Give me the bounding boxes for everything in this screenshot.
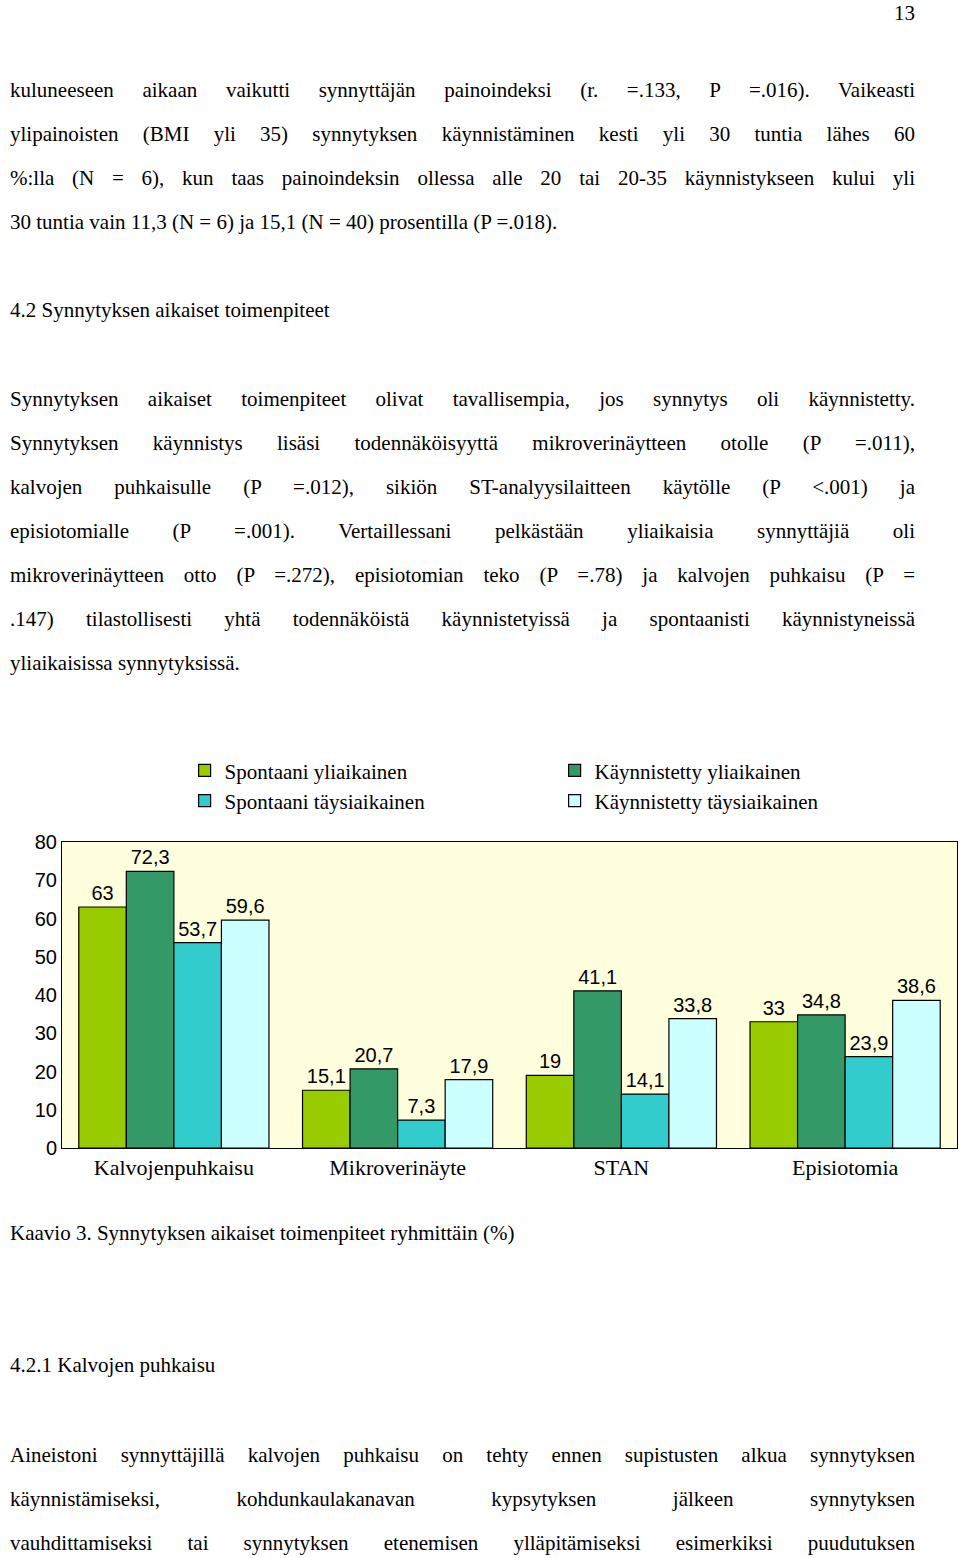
svg-text:14,1: 14,1 <box>626 1069 665 1091</box>
svg-text:59,6: 59,6 <box>226 895 265 917</box>
svg-text:10: 10 <box>35 1099 57 1121</box>
svg-text:Kalvojenpuhkaisu: Kalvojenpuhkaisu <box>94 1155 254 1180</box>
html-text:Synnytyksen käynnistys lisäsi: Synnytyksen käynnistys lisäsi todennäköi… <box>10 431 915 455</box>
svg-text:Spontaani yliaikainen: Spontaani yliaikainen <box>225 760 408 784</box>
html-text:4.2.1 Kalvojen puhkaisu: 4.2.1 Kalvojen puhkaisu <box>10 1353 216 1377</box>
html-text:4.2 Synnytyksen aikaiset toime: 4.2 Synnytyksen aikaiset toimenpiteet <box>10 298 330 322</box>
svg-text:33: 33 <box>763 997 785 1019</box>
svg-text:33,8: 33,8 <box>673 994 712 1016</box>
svg-text:40: 40 <box>35 984 57 1006</box>
html-text:episiotomialle (P =.001). Vert: episiotomialle (P =.001). Vertaillessani… <box>10 519 915 543</box>
svg-text:60: 60 <box>35 908 57 930</box>
html-text:mikroverinäytteen otto (P =.27: mikroverinäytteen otto (P =.272), episio… <box>10 563 915 587</box>
svg-text:19: 19 <box>539 1050 561 1072</box>
svg-text:Käynnistetty täysiaikainen: Käynnistetty täysiaikainen <box>595 790 819 814</box>
html-text:.147) tilastollisesti yhtä tod: .147) tilastollisesti yhtä todennäköistä… <box>10 607 915 631</box>
html-text:kalvojen puhkaisulle (P =.012): kalvojen puhkaisulle (P =.012), sikiön S… <box>10 475 915 499</box>
svg-text:53,7: 53,7 <box>178 918 217 940</box>
svg-text:70: 70 <box>35 869 57 891</box>
svg-text:17,9: 17,9 <box>449 1055 488 1077</box>
html-text:Aineistoni synnyttäjillä kalvo: Aineistoni synnyttäjillä kalvojen puhkai… <box>10 1443 915 1467</box>
html-text:käynnistämiseksi, kohdunkaulak: käynnistämiseksi, kohdunkaulakanavan kyp… <box>10 1487 915 1511</box>
html-text:ylipainoisten (BMI yli 35) syn: ylipainoisten (BMI yli 35) synnytyksen k… <box>10 122 915 146</box>
html-text:Kaavio 3. Synnytyksen aikaiset: Kaavio 3. Synnytyksen aikaiset toimenpit… <box>10 1221 515 1245</box>
svg-text:72,3: 72,3 <box>131 846 170 868</box>
svg-text:20: 20 <box>35 1061 57 1083</box>
html-text:yliaikaisissa synnytyksissä.: yliaikaisissa synnytyksissä. <box>10 651 240 675</box>
svg-text:Episiotomia: Episiotomia <box>792 1155 899 1180</box>
svg-text:50: 50 <box>35 946 57 968</box>
html-text:30 tuntia vain 11,3 (N = 6) ja: 30 tuntia vain 11,3 (N = 6) ja 15,1 (N =… <box>10 210 558 234</box>
svg-text:30: 30 <box>35 1022 57 1044</box>
svg-text:0: 0 <box>46 1137 57 1159</box>
svg-text:15,1: 15,1 <box>307 1065 346 1087</box>
html-text:vauhdittamiseksi tai synnytyks: vauhdittamiseksi tai synnytyksen etenemi… <box>10 1531 915 1555</box>
svg-text:34,8: 34,8 <box>802 990 841 1012</box>
svg-text:Mikroverinäyte: Mikroverinäyte <box>329 1155 466 1180</box>
svg-text:Spontaani täysiaikainen: Spontaani täysiaikainen <box>225 790 426 814</box>
svg-text:41,1: 41,1 <box>578 966 617 988</box>
svg-text:63: 63 <box>91 882 113 904</box>
svg-text:80: 80 <box>35 831 57 853</box>
svg-text:STAN: STAN <box>594 1155 650 1180</box>
html-text:13: 13 <box>894 1 915 25</box>
svg-text:20,7: 20,7 <box>354 1044 393 1066</box>
svg-text:Käynnistetty yliaikainen: Käynnistetty yliaikainen <box>595 760 801 784</box>
html-text:kuluneeseen aikaan vaikutti sy: kuluneeseen aikaan vaikutti synnyttäjän … <box>10 78 915 102</box>
html-text:Synnytyksen aikaiset toimenpit: Synnytyksen aikaiset toimenpiteet olivat… <box>10 387 915 411</box>
svg-text:7,3: 7,3 <box>407 1095 435 1117</box>
html-text:%:lla (N = 6), kun taas painoi: %:lla (N = 6), kun taas painoindeksin ol… <box>10 166 915 190</box>
svg-text:38,6: 38,6 <box>897 975 936 997</box>
svg-text:23,9: 23,9 <box>849 1032 888 1054</box>
